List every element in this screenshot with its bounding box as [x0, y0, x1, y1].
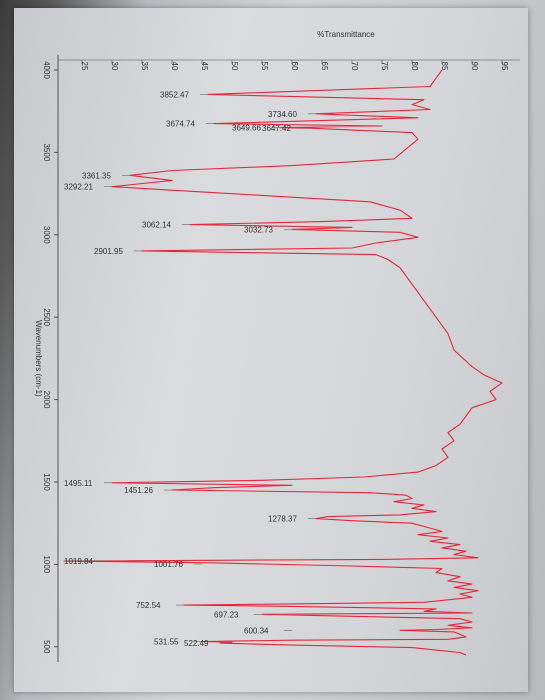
x-tick-label: 1000 [42, 555, 51, 573]
y-tick-label: 45 [200, 62, 209, 71]
x-tick-label: 2500 [42, 308, 51, 326]
peak-label: 531.55 [154, 637, 179, 646]
peak-label: 522.49 [184, 639, 209, 648]
peak-label: 1019.84 [64, 557, 93, 566]
peak-label: 3852.47 [160, 90, 189, 99]
y-tick-label: 40 [170, 62, 179, 71]
peak-label: 3674.74 [166, 120, 195, 129]
peak-label: 752.54 [136, 601, 161, 610]
y-tick-label: 85 [440, 62, 449, 71]
y-tick-label: 95 [500, 62, 509, 71]
y-tick-label: 55 [260, 62, 269, 71]
y-tick-label: 80 [410, 62, 419, 71]
peak-label: 3361.35 [82, 171, 111, 180]
peak-label: 3649.66 [232, 124, 261, 133]
x-axis-title: Wavenumbers (cm-1) [34, 320, 43, 397]
peak-label: 697.23 [214, 610, 239, 619]
y-axis-title: %Transmittance [317, 30, 375, 39]
x-tick-label: 2000 [42, 391, 51, 409]
y-tick-label: 25 [80, 62, 89, 71]
peak-label: 3292.21 [64, 183, 93, 192]
spectrum-line [63, 69, 503, 656]
peak-label: 3032.73 [244, 225, 273, 234]
y-tick-label: 70 [350, 62, 359, 71]
x-tick-label: 3000 [42, 226, 51, 244]
y-tick-label: 75 [380, 62, 389, 71]
y-tick-label: 60 [290, 62, 299, 71]
x-tick-label: 3500 [42, 143, 51, 161]
x-tick-label: 4000 [42, 61, 51, 79]
peak-label: 3062.14 [142, 221, 171, 230]
peak-label: 3734.60 [268, 110, 297, 119]
peak-label: 1451.26 [124, 486, 153, 495]
peak-label: 3647.42 [262, 124, 291, 133]
peak-label: 1001.76 [154, 560, 183, 569]
x-tick-label: 500 [42, 640, 51, 654]
x-tick-label: 1500 [42, 473, 51, 491]
y-tick-label: 35 [140, 62, 149, 71]
y-tick-label: 90 [470, 62, 479, 71]
peak-label: 600.34 [244, 626, 269, 635]
y-tick-label: 30 [110, 62, 119, 71]
peak-label: 2901.95 [94, 247, 123, 256]
peak-label: 1495.11 [64, 479, 93, 488]
y-tick-label: 65 [320, 62, 329, 71]
peak-label: 1278.37 [268, 515, 297, 524]
y-tick-label: 50 [230, 62, 239, 71]
